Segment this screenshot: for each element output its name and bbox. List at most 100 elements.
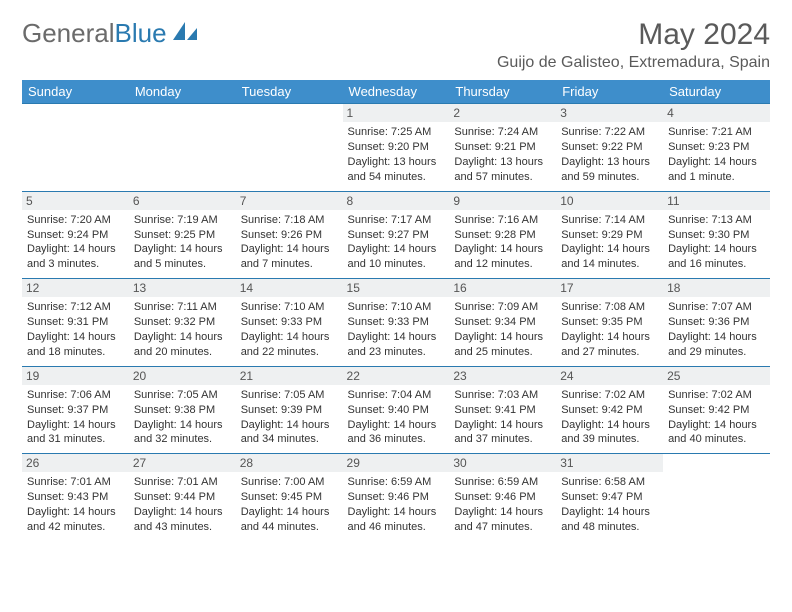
sunrise-text: Sunrise: 7:17 AM [348,213,445,228]
daylight-text: Daylight: 14 hours and 18 minutes. [27,330,124,360]
day-number: 31 [556,454,663,472]
day-number: 10 [556,192,663,210]
calendar-day-cell: 22Sunrise: 7:04 AMSunset: 9:40 PMDayligh… [343,366,450,454]
brand-text-1: General [22,18,115,49]
day-number: 11 [663,192,770,210]
daylight-text: Daylight: 14 hours and 31 minutes. [27,418,124,448]
sunset-text: Sunset: 9:23 PM [668,140,765,155]
daylight-text: Daylight: 14 hours and 27 minutes. [561,330,658,360]
calendar-week-row: 5 Sunrise: 7:20 AMSunset: 9:24 PM Daylight… [22,191,770,279]
calendar-page: GeneralBlue May 2024 Guijo de Galisteo, … [0,0,792,612]
sunset-text: Sunset: 9:20 PM [348,140,445,155]
daylight-text: Daylight: 14 hours and 48 minutes. [561,505,658,535]
sunset-text: Sunset: 9:42 PM [561,403,658,418]
sunset-text: Sunset: 9:34 PM [454,315,551,330]
calendar-day-cell: 24 Sunrise: 7:02 AMSunset: 9:42 PMDayligh… [556,366,663,454]
weekday-header: Saturday [663,80,770,104]
calendar-day-cell: 21Sunrise: 7:05 AMSunset: 9:39 PMDayligh… [236,366,343,454]
sunrise-text: Sunrise: 6:58 AM [561,475,658,490]
calendar-day-cell: 26Sunrise: 7:01 AMSunset: 9:43 PMDayligh… [22,454,129,541]
day-number: 18 [663,279,770,297]
daylight-text: Daylight: 14 hours and 46 minutes. [348,505,445,535]
sunset-text: Sunset: 9:31 PM [27,315,124,330]
sunset-text: Sunset: 9:44 PM [134,490,231,505]
calendar-header-row: SundayMondayTuesdayWednesdayThursdayFrid… [22,80,770,104]
day-number: 5 [22,192,129,210]
sunrise-text: Sunrise: 7:16 AM [454,213,551,228]
sunset-text: Sunset: 9:47 PM [561,490,658,505]
calendar-day-cell: 30Sunrise: 6:59 AMSunset: 9:46 PMDayligh… [449,454,556,541]
daylight-text: Daylight: 14 hours and 39 minutes. [561,418,658,448]
day-number: 12 [22,279,129,297]
day-number: 17 [556,279,663,297]
daylight-text: Daylight: 14 hours and 34 minutes. [241,418,338,448]
weekday-header: Thursday [449,80,556,104]
calendar-day-cell: 2Sunrise: 7:24 AMSunset: 9:21 PMDaylight… [449,104,556,192]
sunset-text: Sunset: 9:45 PM [241,490,338,505]
calendar-empty-cell [129,104,236,192]
sunrise-text: Sunrise: 7:19 AM [134,213,231,228]
calendar-day-cell: 13Sunrise: 7:11 AMSunset: 9:32 PMDayligh… [129,279,236,367]
daylight-text: Daylight: 14 hours and 5 minutes. [134,242,231,272]
sunset-text: Sunset: 9:28 PM [454,228,551,243]
calendar-day-cell: 9Sunrise: 7:16 AMSunset: 9:28 PMDaylight… [449,191,556,279]
day-number: 26 [22,454,129,472]
sunrise-text: Sunrise: 7:21 AM [668,125,765,140]
sunset-text: Sunset: 9:46 PM [348,490,445,505]
sunrise-text: Sunrise: 7:20 AM [27,213,124,228]
weekday-header: Tuesday [236,80,343,104]
sunset-text: Sunset: 9:32 PM [134,315,231,330]
calendar-day-cell: 18Sunrise: 7:07 AMSunset: 9:36 PMDayligh… [663,279,770,367]
sunrise-text: Sunrise: 7:04 AM [348,388,445,403]
day-number: 2 [449,104,556,122]
daylight-text: Daylight: 14 hours and 47 minutes. [454,505,551,535]
calendar-day-cell: 16Sunrise: 7:09 AMSunset: 9:34 PMDayligh… [449,279,556,367]
calendar-week-row: 19Sunrise: 7:06 AMSunset: 9:37 PMDayligh… [22,366,770,454]
day-number: 23 [449,367,556,385]
calendar-day-cell: 29Sunrise: 6:59 AMSunset: 9:46 PMDayligh… [343,454,450,541]
calendar-day-cell: 6Sunrise: 7:19 AMSunset: 9:25 PMDaylight… [129,191,236,279]
daylight-text: Daylight: 14 hours and 44 minutes. [241,505,338,535]
sunset-text: Sunset: 9:24 PM [27,228,124,243]
daylight-text: Daylight: 14 hours and 42 minutes. [27,505,124,535]
sunset-text: Sunset: 9:40 PM [348,403,445,418]
sunset-text: Sunset: 9:33 PM [348,315,445,330]
header: GeneralBlue May 2024 Guijo de Galisteo, … [22,18,770,72]
sunset-text: Sunset: 9:37 PM [27,403,124,418]
sunrise-text: Sunrise: 7:01 AM [27,475,124,490]
day-number: 24 [556,367,663,385]
day-number: 16 [449,279,556,297]
calendar-day-cell: 10Sunrise: 7:14 AMSunset: 9:29 PMDayligh… [556,191,663,279]
day-number: 1 [343,104,450,122]
calendar-empty-cell [236,104,343,192]
day-number: 30 [449,454,556,472]
sunset-text: Sunset: 9:30 PM [668,228,765,243]
sunrise-text: Sunrise: 7:07 AM [668,300,765,315]
sunset-text: Sunset: 9:46 PM [454,490,551,505]
daylight-text: Daylight: 14 hours and 29 minutes. [668,330,765,360]
weekday-header: Wednesday [343,80,450,104]
day-number: 14 [236,279,343,297]
calendar-day-cell: 12Sunrise: 7:12 AMSunset: 9:31 PMDayligh… [22,279,129,367]
calendar-week-row: 12Sunrise: 7:12 AMSunset: 9:31 PMDayligh… [22,279,770,367]
sunrise-text: Sunrise: 7:18 AM [241,213,338,228]
sunrise-text: Sunrise: 7:02 AM [561,388,658,403]
day-number: 28 [236,454,343,472]
brand-text-2: Blue [115,18,167,49]
sunrise-text: Sunrise: 7:11 AM [134,300,231,315]
calendar-day-cell: 31 Sunrise: 6:58 AMSunset: 9:47 PMDayligh… [556,454,663,541]
calendar-day-cell: 1Sunrise: 7:25 AMSunset: 9:20 PMDaylight… [343,104,450,192]
sunset-text: Sunset: 9:33 PM [241,315,338,330]
title-block: May 2024 Guijo de Galisteo, Extremadura,… [497,18,770,72]
day-number: 25 [663,367,770,385]
daylight-text: Daylight: 14 hours and 12 minutes. [454,242,551,272]
calendar-day-cell: 17Sunrise: 7:08 AMSunset: 9:35 PMDayligh… [556,279,663,367]
sunrise-text: Sunrise: 7:13 AM [668,213,765,228]
day-number: 13 [129,279,236,297]
weekday-header: Friday [556,80,663,104]
daylight-text: Daylight: 14 hours and 37 minutes. [454,418,551,448]
day-number: 6 [129,192,236,210]
daylight-text: Daylight: 14 hours and 32 minutes. [134,418,231,448]
calendar-day-cell: 5Sunrise: 7:20 AMSunset: 9:24 PMDaylight… [22,191,129,279]
sunrise-text: Sunrise: 7:24 AM [454,125,551,140]
